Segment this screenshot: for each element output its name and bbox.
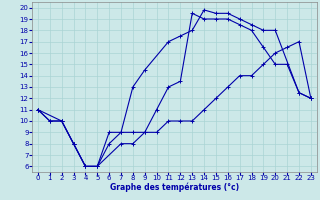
X-axis label: Graphe des températures (°c): Graphe des températures (°c) — [110, 183, 239, 192]
